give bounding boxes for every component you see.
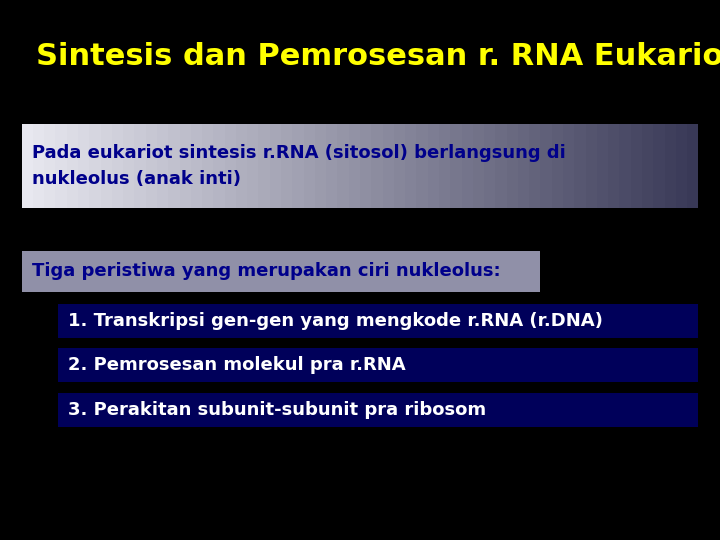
Bar [405,124,416,208]
Bar [326,124,338,208]
Text: Sintesis dan Pemrosesan r. RNA Eukariot: Sintesis dan Pemrosesan r. RNA Eukariot [36,42,720,71]
Bar [22,124,33,208]
Bar [168,124,179,208]
Bar [642,124,653,208]
Bar [439,124,450,208]
Bar [67,124,78,208]
Bar [495,124,507,208]
Bar [123,124,135,208]
Bar [179,124,191,208]
Bar [507,124,518,208]
Bar [202,124,213,208]
Bar [58,304,698,338]
Bar [101,124,112,208]
Bar [304,124,315,208]
Bar [225,124,236,208]
Bar [145,124,157,208]
Bar [33,124,44,208]
Bar [676,124,687,208]
Bar [608,124,619,208]
Bar [372,124,382,208]
Bar [315,124,326,208]
Bar [575,124,585,208]
Bar [55,124,67,208]
Bar [585,124,597,208]
Bar [247,124,258,208]
Bar [360,124,372,208]
Bar [619,124,631,208]
Bar [653,124,665,208]
Bar [552,124,563,208]
Bar [541,124,552,208]
Bar [473,124,484,208]
Bar [58,393,698,427]
Bar [416,124,428,208]
Bar [428,124,439,208]
Bar [44,124,55,208]
Bar [382,124,394,208]
Bar [631,124,642,208]
Bar [348,124,360,208]
Bar [518,124,529,208]
Text: Pada eukariot sintesis r.RNA (sitosol) berlangsung di
nukleolus (anak inti): Pada eukariot sintesis r.RNA (sitosol) b… [32,144,566,188]
Bar [258,124,270,208]
Text: 1. Transkripsi gen-gen yang mengkode r.RNA (r.DNA): 1. Transkripsi gen-gen yang mengkode r.R… [68,312,603,330]
Bar [191,124,202,208]
Bar [450,124,462,208]
Bar [281,124,292,208]
Bar [58,348,698,382]
Bar [22,251,540,292]
Text: 2. Pemrosesan molekul pra r.RNA: 2. Pemrosesan molekul pra r.RNA [68,356,406,374]
Bar [665,124,676,208]
Text: Tiga peristiwa yang merupakan ciri nukleolus:: Tiga peristiwa yang merupakan ciri nukle… [32,262,501,280]
Bar [213,124,225,208]
Bar [89,124,101,208]
Bar [292,124,304,208]
Bar [687,124,698,208]
Bar [529,124,541,208]
Bar [270,124,281,208]
Bar [236,124,247,208]
Bar [112,124,123,208]
Bar [484,124,495,208]
Bar [462,124,473,208]
Bar [597,124,608,208]
Bar [157,124,168,208]
Bar [563,124,575,208]
Bar [135,124,145,208]
Bar [394,124,405,208]
Text: 3. Perakitan subunit-subunit pra ribosom: 3. Perakitan subunit-subunit pra ribosom [68,401,487,419]
Bar [78,124,89,208]
Bar [338,124,348,208]
